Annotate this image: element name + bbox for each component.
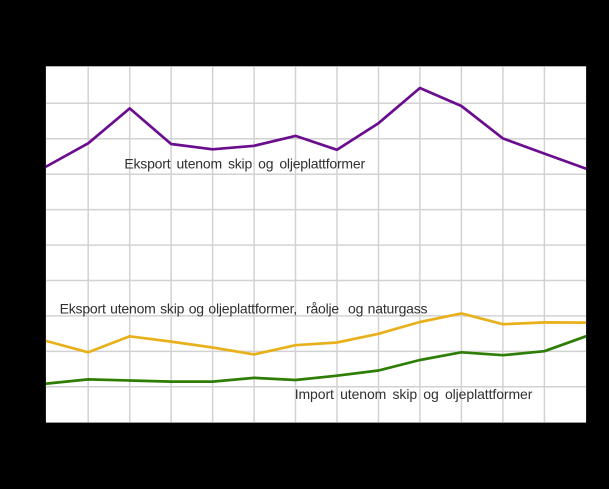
svg-text:Import utenom skip og oljeplat: Import utenom skip og oljeplattformer bbox=[295, 386, 533, 402]
svg-text:Eksport utenom skip og oljepla: Eksport utenom skip og oljeplattformer bbox=[124, 156, 365, 172]
svg-text:Eksport utenom skip og oljepla: Eksport utenom skip og oljeplattformer, … bbox=[60, 301, 428, 317]
